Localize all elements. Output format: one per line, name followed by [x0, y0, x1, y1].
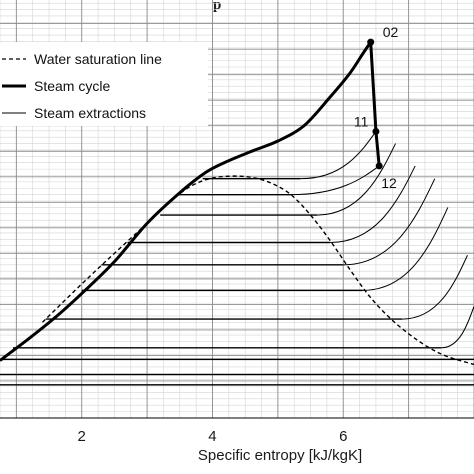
- x-tick-label: 2: [78, 428, 86, 445]
- legend-label-extractions: Steam extractions: [34, 105, 146, 121]
- steam-cycle-line: [0, 41, 372, 362]
- steam-extraction-curve: [343, 178, 436, 266]
- steam-extraction-curve: [290, 165, 380, 196]
- state-point-11: [372, 127, 380, 135]
- x-tick-labels: 2 4 6: [78, 428, 348, 445]
- steam-extraction-curve: [402, 255, 468, 320]
- state-point-02: [367, 38, 375, 46]
- legend-label-saturation: Water saturation line: [34, 51, 162, 67]
- steam-extraction-curve: [441, 306, 474, 349]
- legend-box: [0, 42, 208, 126]
- x-tick-label: 4: [208, 428, 216, 445]
- legend-label-steam-cycle: Steam cycle: [34, 78, 110, 94]
- clipped-title-fragment: p: [213, 0, 221, 13]
- x-axis-label: Specific entropy [kJ/kgK]: [198, 447, 362, 464]
- steam-extraction-curve: [362, 207, 449, 291]
- x-tick-label: 6: [339, 428, 347, 445]
- steam-extraction-curve: [300, 131, 377, 180]
- point-label-02: 02: [383, 24, 399, 40]
- steam-extraction-curve: [317, 143, 396, 216]
- state-point-12: [375, 162, 383, 170]
- point-label-11: 11: [354, 113, 369, 129]
- point-label-12: 12: [381, 175, 397, 191]
- steam-extraction-curve: [330, 165, 416, 244]
- plot-area: [0, 38, 474, 386]
- point-labels: 02 11 12: [354, 24, 399, 191]
- legend: Water saturation line Steam cycle Steam …: [0, 42, 208, 126]
